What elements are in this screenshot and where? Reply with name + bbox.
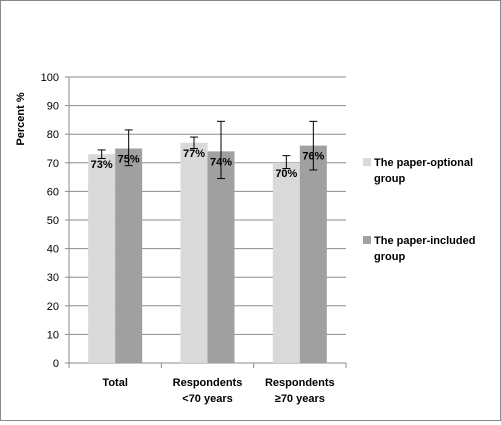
error-bars xyxy=(97,120,318,180)
legend-label: The paper-optional xyxy=(374,157,473,169)
x-tick-label: <70 years xyxy=(182,393,232,405)
legend-label: group xyxy=(374,251,405,263)
y-tick-label: 100 xyxy=(41,72,59,84)
x-tick-label: ≥70 years xyxy=(275,393,325,405)
legend-swatch xyxy=(363,236,371,244)
legend-label: group xyxy=(374,173,405,185)
data-label: 77% xyxy=(183,148,205,160)
bars xyxy=(88,142,327,363)
axes: 0 10 20 30 40 50 60 70 80 90 100 Total Respondents <7… xyxy=(41,72,347,405)
data-label: 73% xyxy=(91,159,113,171)
bar xyxy=(180,142,208,363)
y-tick-label: 60 xyxy=(47,186,59,198)
legend-label: The paper-included xyxy=(374,235,475,247)
bar xyxy=(272,162,300,363)
y-tick-label: 20 xyxy=(47,301,59,313)
y-tick-label: 80 xyxy=(47,129,59,141)
y-tick-label: 90 xyxy=(47,101,59,113)
legend-swatch xyxy=(363,158,371,166)
x-tick-label: Respondents xyxy=(265,377,335,389)
bar xyxy=(299,145,327,363)
y-tick-label: 0 xyxy=(53,358,59,370)
data-label: 70% xyxy=(275,168,297,180)
x-tick-label: Respondents xyxy=(173,377,243,389)
bar xyxy=(207,151,235,363)
data-label: 76% xyxy=(302,151,324,163)
x-tick-label: Total xyxy=(102,377,127,389)
bar xyxy=(88,154,116,363)
legend: The paper-optional group The paper-include… xyxy=(363,157,475,263)
data-label: 75% xyxy=(118,154,140,166)
y-axis-label: Percent % xyxy=(15,92,27,145)
y-tick-label: 10 xyxy=(47,329,59,341)
y-tick-label: 70 xyxy=(47,158,59,170)
data-label: 74% xyxy=(210,156,232,168)
y-tick-label: 50 xyxy=(47,215,59,227)
bar xyxy=(115,148,143,363)
y-tick-label: 40 xyxy=(47,244,59,256)
y-tick-label: 30 xyxy=(47,272,59,284)
data-labels: 73% 75% 77% 74% 70% 76% xyxy=(91,148,325,180)
